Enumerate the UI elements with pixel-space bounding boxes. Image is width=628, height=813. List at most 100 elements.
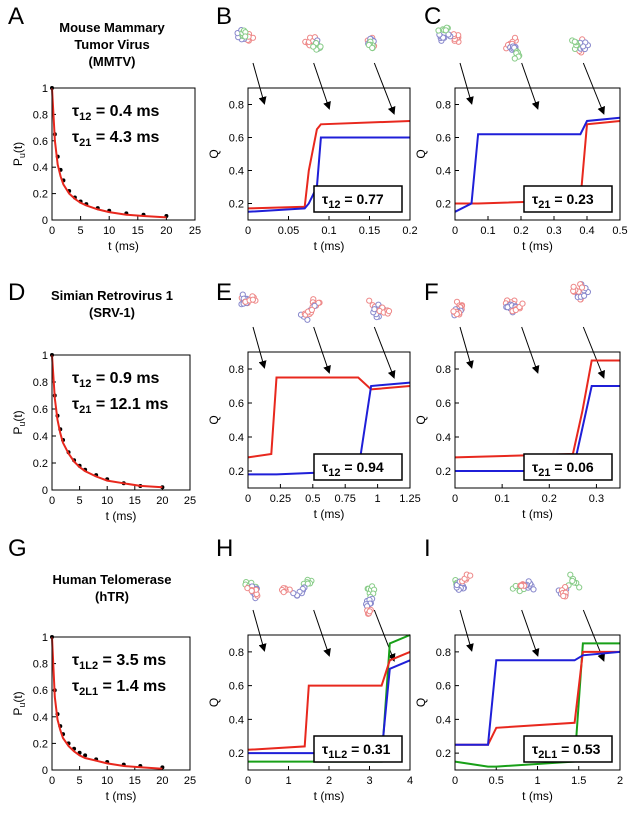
tau-subscript: 21 <box>538 199 550 211</box>
y-label-main: Q <box>414 149 428 158</box>
panel-title: Simian Retrovirus 1 <box>51 288 173 303</box>
y-label-sub: u <box>17 703 27 708</box>
nucleotide <box>442 27 449 34</box>
annotation: τ12 = 0.94 <box>322 459 384 479</box>
x-tick-label: 0.4 <box>579 225 594 237</box>
x-tick-label: 10 <box>101 495 113 507</box>
nucleotide <box>571 38 578 45</box>
y-label-main: Q <box>207 149 221 158</box>
x-tick-label: 0 <box>452 775 458 787</box>
tau-value: = 0.23 <box>551 191 594 207</box>
panel-letter: D <box>8 279 25 306</box>
x-tick-label: 10 <box>103 225 115 237</box>
tau-subscript: 1L2 <box>328 749 347 761</box>
panel-title: Human Telomerase <box>53 572 172 587</box>
x-tick-label: 10 <box>101 775 113 787</box>
x-tick-label: 0 <box>49 225 55 237</box>
annotation: τ1L2 = 3.5 ms <box>72 652 166 672</box>
y-label-main: Q <box>414 698 428 707</box>
panel-letter: H <box>216 535 233 562</box>
x-tick-label: 1 <box>375 493 381 505</box>
y-tick-label: 0.2 <box>229 748 244 760</box>
annotation: τ2L1 = 1.4 ms <box>72 678 166 698</box>
y-tick-label: 0.8 <box>229 647 244 659</box>
y-tick-label: 0.4 <box>229 714 244 726</box>
x-tick-label: 15 <box>132 225 144 237</box>
y-tick-label: 0.8 <box>436 364 451 376</box>
pointer-arrow <box>313 326 331 374</box>
y-label-main: Q <box>207 698 221 707</box>
y-label-sub: u <box>17 153 27 158</box>
panel-title: (hTR) <box>95 589 129 604</box>
y-tick-label: 0.8 <box>33 659 48 671</box>
pointer-arrow <box>252 609 267 652</box>
series-line <box>455 650 620 746</box>
nucleotide <box>308 306 315 313</box>
tau-value: = 0.31 <box>347 741 390 757</box>
y-axis-label: Q <box>207 149 221 158</box>
y-label-main: P <box>11 427 25 435</box>
x-tick-label: 0.1 <box>480 225 495 237</box>
y-tick-label: 0.2 <box>33 189 48 201</box>
x-tick-label: 2 <box>326 775 332 787</box>
annotation-box <box>523 453 613 481</box>
annotation: τ12 = 0.9 ms <box>72 370 160 390</box>
series-line <box>454 359 620 459</box>
series-line <box>247 120 411 210</box>
y-tick-label: 0.4 <box>33 162 48 174</box>
tau-subscript: 21 <box>79 137 91 149</box>
plot-frame <box>454 351 621 489</box>
x-tick-label: 0.1 <box>494 493 509 505</box>
annotation: τ21 = 12.1 ms <box>72 396 168 416</box>
tau-subscript: 21 <box>538 467 550 479</box>
nucleotide <box>366 297 373 304</box>
annotation: τ21 = 0.23 <box>532 191 594 211</box>
nucleotide <box>366 608 373 615</box>
data-point <box>83 753 88 758</box>
x-tick-label: 0.1 <box>321 225 336 237</box>
x-tick-label: 1 <box>534 775 540 787</box>
x-tick-label: 4 <box>407 775 413 787</box>
tau-value: = 4.3 ms <box>91 129 159 146</box>
series-line <box>247 376 411 459</box>
annotation: τ21 = 4.3 ms <box>72 129 160 149</box>
x-tick-label: 0 <box>245 775 251 787</box>
x-tick-label: 0 <box>452 225 458 237</box>
x-axis-label: t (ms) <box>522 789 553 803</box>
nucleotide <box>280 589 287 596</box>
y-axis-label: Q <box>207 415 221 424</box>
y-tick-label: 0.8 <box>229 364 244 376</box>
x-tick-label: 1.25 <box>399 493 420 505</box>
y-tick-label: 0.2 <box>436 466 451 478</box>
plot-frame <box>247 87 411 221</box>
annotation: τ12 = 0.4 ms <box>72 103 160 123</box>
y-axis-label: Pu(t) <box>11 410 27 434</box>
x-tick-label: 5 <box>78 225 84 237</box>
x-tick-label: 0.5 <box>305 493 320 505</box>
y-tick-label: 0.6 <box>229 398 244 410</box>
annotation-box <box>523 185 613 213</box>
x-axis-label: t (ms) <box>106 789 137 803</box>
x-axis-label: t (ms) <box>106 509 137 523</box>
x-tick-label: 0.2 <box>402 225 417 237</box>
tau-value: = 0.77 <box>341 191 384 207</box>
y-label-main: P <box>11 158 25 166</box>
y-tick-label: 0.6 <box>436 398 451 410</box>
y-label-main: Q <box>207 415 221 424</box>
annotation-box <box>313 453 403 481</box>
tau-subscript: 12 <box>79 378 91 390</box>
panel-letter: F <box>424 279 439 306</box>
x-tick-label: 0.2 <box>513 225 528 237</box>
panel-letter: B <box>216 3 232 30</box>
y-tick-label: 0.2 <box>33 738 48 750</box>
y-label-rest: (t) <box>11 142 25 153</box>
nucleotide <box>569 577 576 585</box>
pointer-arrow <box>313 62 331 110</box>
nucleotide <box>576 584 583 591</box>
x-tick-label: 0.15 <box>359 225 380 237</box>
y-tick-label: 0.4 <box>33 712 48 724</box>
nucleotide <box>519 300 526 307</box>
pointer-arrow <box>521 609 540 657</box>
tau-subscript: 21 <box>79 404 91 416</box>
